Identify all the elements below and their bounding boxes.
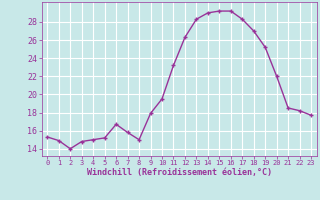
X-axis label: Windchill (Refroidissement éolien,°C): Windchill (Refroidissement éolien,°C): [87, 168, 272, 177]
